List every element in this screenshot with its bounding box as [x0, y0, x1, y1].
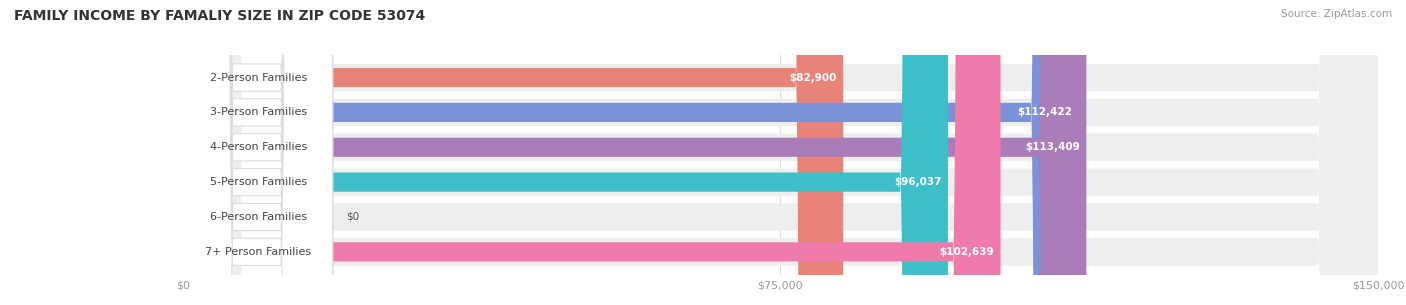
Text: $0: $0	[346, 212, 360, 222]
FancyBboxPatch shape	[183, 0, 1378, 305]
Text: 3-Person Families: 3-Person Families	[209, 107, 307, 117]
FancyBboxPatch shape	[183, 0, 1078, 305]
Text: 5-Person Families: 5-Person Families	[209, 177, 307, 187]
Text: FAMILY INCOME BY FAMALIY SIZE IN ZIP CODE 53074: FAMILY INCOME BY FAMALIY SIZE IN ZIP COD…	[14, 9, 425, 23]
FancyBboxPatch shape	[183, 0, 1378, 305]
FancyBboxPatch shape	[181, 0, 333, 305]
Text: $102,639: $102,639	[939, 247, 994, 257]
Text: 4-Person Families: 4-Person Families	[209, 142, 307, 152]
FancyBboxPatch shape	[183, 0, 844, 305]
FancyBboxPatch shape	[183, 0, 1378, 305]
FancyBboxPatch shape	[183, 0, 215, 305]
Text: 2-Person Families: 2-Person Families	[209, 73, 307, 83]
FancyBboxPatch shape	[183, 0, 1378, 305]
FancyBboxPatch shape	[183, 0, 1378, 305]
FancyBboxPatch shape	[181, 0, 333, 305]
FancyBboxPatch shape	[183, 0, 1378, 305]
Text: 7+ Person Families: 7+ Person Families	[205, 247, 312, 257]
FancyBboxPatch shape	[183, 0, 1087, 305]
Text: $112,422: $112,422	[1017, 107, 1073, 117]
FancyBboxPatch shape	[181, 0, 333, 305]
FancyBboxPatch shape	[181, 0, 333, 305]
Text: $96,037: $96,037	[894, 177, 942, 187]
FancyBboxPatch shape	[183, 0, 948, 305]
FancyBboxPatch shape	[181, 0, 333, 305]
Text: $82,900: $82,900	[790, 73, 837, 83]
FancyBboxPatch shape	[183, 0, 1001, 305]
Text: Source: ZipAtlas.com: Source: ZipAtlas.com	[1281, 9, 1392, 19]
Text: 6-Person Families: 6-Person Families	[209, 212, 307, 222]
FancyBboxPatch shape	[181, 0, 333, 305]
Text: $113,409: $113,409	[1025, 142, 1080, 152]
